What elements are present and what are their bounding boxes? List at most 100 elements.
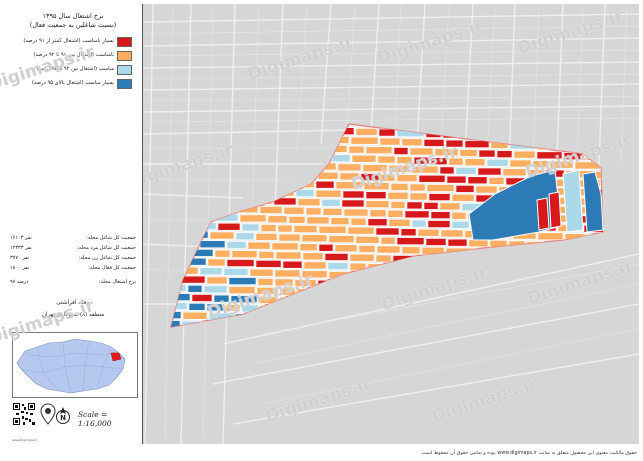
parcel — [380, 173, 396, 182]
parcel — [536, 151, 563, 160]
parcel — [331, 154, 351, 162]
parcel — [259, 206, 283, 214]
parcel — [207, 258, 226, 267]
parcel — [235, 232, 255, 241]
parcel — [388, 165, 411, 173]
parcel — [363, 182, 390, 190]
parcel — [496, 150, 513, 158]
parcel — [445, 139, 464, 148]
parcel — [255, 260, 282, 268]
parcel — [293, 225, 318, 233]
parcel — [390, 183, 409, 191]
parcel — [468, 239, 489, 248]
legend-swatch — [117, 51, 132, 61]
stat-row: جمعیت کل شاغل زن محله: ۳۷۷۰ نفر — [10, 255, 136, 263]
parcel — [187, 285, 203, 293]
legend-item-poor: نامناسب (اشتغال بین ۹۱ تا ۹۲ درصد) — [10, 51, 136, 61]
parcel — [322, 208, 343, 216]
parcel — [258, 296, 279, 304]
parcel — [302, 252, 324, 261]
parcel — [277, 224, 293, 233]
parcel — [423, 139, 445, 147]
parcel — [532, 160, 549, 168]
parcel — [464, 140, 490, 148]
parcel — [446, 175, 467, 184]
parcel — [278, 233, 301, 242]
parcel — [396, 174, 418, 182]
stat-value: ۳۷۷۰ نفر — [10, 255, 30, 261]
parcel — [537, 232, 564, 241]
parcel — [477, 167, 502, 176]
stat-label: جمعیت کل فعال محله: — [88, 265, 136, 271]
parcel — [318, 225, 347, 234]
parcel — [191, 294, 213, 302]
parcel — [203, 285, 228, 294]
parcel — [188, 303, 206, 311]
stat-label: نرخ اشتغال محله: — [98, 279, 136, 285]
legend-swatch — [117, 79, 132, 89]
parcel — [295, 189, 315, 197]
parcel — [226, 259, 255, 267]
parcel — [225, 304, 241, 312]
parcel — [330, 217, 350, 225]
parcel — [513, 150, 536, 159]
parcel — [305, 207, 322, 216]
parcel — [379, 137, 401, 146]
parcel — [404, 210, 430, 219]
parcel — [360, 173, 380, 181]
legend-item-very-good: بسیار مناسب (اشتغال بالای ۹۵ درصد) — [10, 79, 136, 89]
parcel — [355, 236, 380, 244]
parcel — [301, 270, 328, 279]
legend-panel: نرخ اشتغال سال ۱۳۹۵ (نسبت شاغلین به جمعی… — [4, 4, 143, 444]
parcel — [387, 192, 409, 200]
parcel — [401, 246, 421, 255]
parcel — [327, 262, 349, 270]
parcel — [459, 149, 478, 157]
parcel — [347, 226, 375, 235]
parcel — [213, 294, 230, 303]
parcel — [351, 154, 377, 163]
locator-highlight — [110, 352, 122, 362]
parcel — [257, 278, 274, 286]
parcel — [328, 235, 355, 243]
parcel — [350, 136, 379, 145]
parcel — [279, 287, 296, 296]
parcel — [426, 184, 455, 192]
parcel — [324, 253, 349, 261]
parcel — [376, 245, 401, 254]
legend-label: بسیار مناسب (اشتغال بالای ۹۵ درصد) — [31, 80, 114, 86]
parcel — [387, 210, 404, 218]
parcel — [274, 269, 301, 278]
parcel — [396, 237, 425, 245]
parcel — [375, 227, 400, 236]
parcel — [451, 220, 470, 229]
parcel — [267, 215, 288, 224]
parcel — [355, 128, 378, 136]
parcel — [396, 156, 413, 164]
street-minor — [143, 4, 639, 444]
parcel — [401, 138, 423, 147]
legend-swatch — [117, 65, 132, 75]
parcel — [350, 217, 367, 226]
parcel — [393, 147, 409, 155]
tehran-outline — [16, 338, 126, 394]
parcel — [297, 198, 321, 206]
parcel — [275, 251, 302, 260]
parcel-block-very-good — [582, 171, 604, 233]
parcel — [365, 146, 393, 154]
parcel — [334, 244, 358, 253]
parcel — [380, 236, 396, 245]
parcel — [549, 160, 574, 169]
parcel — [488, 177, 505, 185]
parcel — [413, 156, 430, 165]
parcel — [226, 241, 247, 249]
parcel — [247, 241, 271, 250]
parcel — [365, 200, 390, 208]
legend-item-good: مناسب (اشتغال بین ۹۲ تا ۹۵ درصد) — [10, 65, 136, 75]
parcel — [434, 148, 459, 157]
parcel — [199, 267, 223, 276]
parcel — [217, 222, 241, 231]
parcel — [230, 295, 258, 303]
parcel — [440, 229, 464, 238]
parcel — [303, 261, 327, 270]
